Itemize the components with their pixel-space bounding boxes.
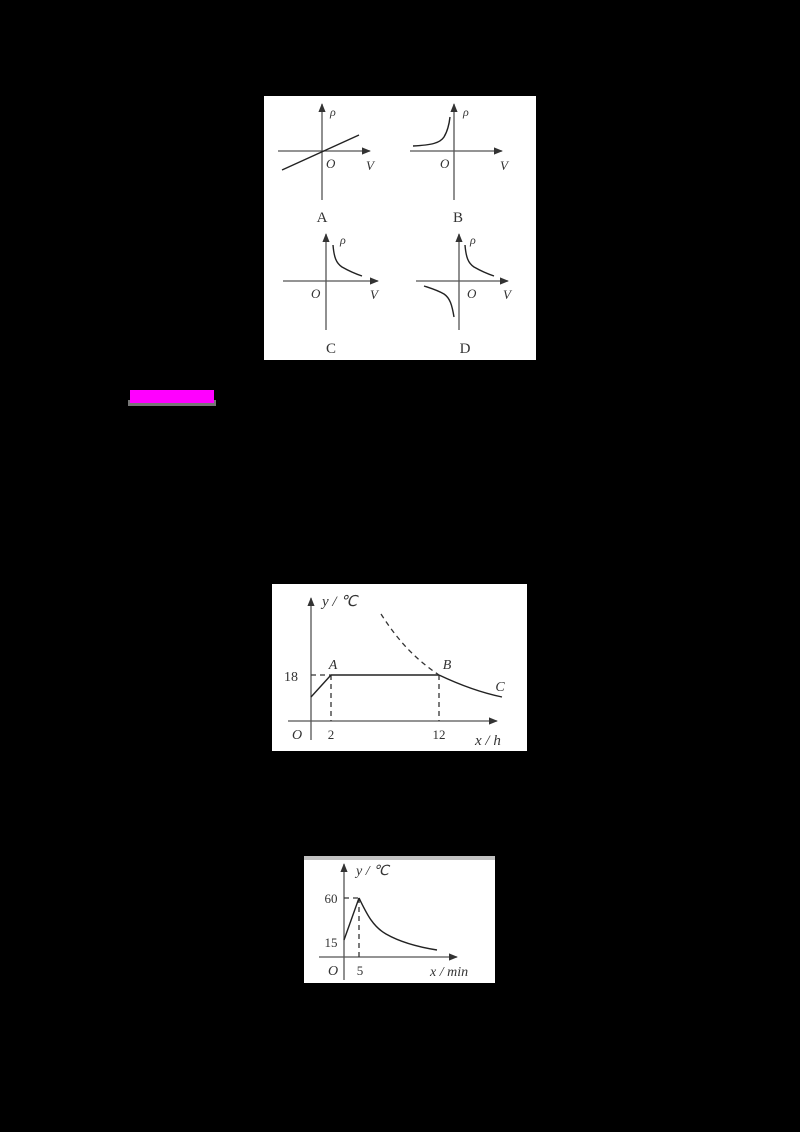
hyperbola-curve-q3	[423, 285, 455, 318]
hyperbola-curve	[412, 116, 451, 147]
option-label: C	[326, 341, 336, 357]
cooling-curve	[358, 897, 438, 951]
graph-option-a: ρ O V A	[278, 103, 376, 226]
v-label: V	[503, 287, 513, 302]
v-label: V	[370, 287, 380, 302]
v-label: V	[366, 158, 376, 173]
heating-segment	[343, 897, 360, 941]
option-label: B	[453, 210, 463, 226]
figure-density-volume-options	[264, 96, 536, 360]
hyperbola-curve-q1	[464, 244, 495, 277]
linear-curve	[281, 134, 360, 171]
x-axis-label: x / h	[474, 733, 501, 749]
y-axis-label: y / ℃	[354, 864, 391, 879]
chart-temperature-hours	[272, 584, 527, 751]
x-axis-label: x / min	[429, 965, 468, 980]
graph-option-b: ρ O V B	[410, 103, 510, 226]
x-tick-2: 2	[328, 727, 335, 742]
option-label: D	[460, 341, 471, 357]
temperature-minutes-chart: y / ℃ 60 15 O 5 x / min	[319, 863, 468, 980]
scan-artifact-strip	[304, 856, 495, 860]
y-tick-15: 15	[325, 935, 338, 950]
rho-label: ρ	[339, 233, 346, 247]
rise-segment	[310, 674, 332, 698]
decay-segment-bc	[438, 674, 503, 698]
y-axis-label: y / ℃	[320, 594, 359, 610]
origin-label: O	[292, 728, 302, 743]
y-tick-18: 18	[284, 670, 298, 685]
x-tick-5: 5	[357, 963, 364, 978]
rho-label: ρ	[462, 105, 469, 119]
origin-label: O	[326, 156, 336, 171]
graph-option-d: ρ O V D	[416, 233, 513, 357]
x-tick-12: 12	[433, 727, 446, 742]
v-label: V	[500, 158, 510, 173]
temperature-hours-chart: y / ℃ 18 O 2 12 x / h A B C	[284, 594, 505, 749]
origin-label: O	[311, 286, 321, 301]
rho-label: ρ	[469, 233, 476, 247]
rho-label: ρ	[329, 105, 336, 119]
point-a-label: A	[328, 658, 338, 673]
origin-label: O	[467, 286, 477, 301]
point-b-label: B	[443, 658, 452, 673]
origin-label: O	[440, 156, 450, 171]
y-tick-60: 60	[325, 891, 338, 906]
hyperbola-curve	[332, 244, 363, 277]
highlight-shadow	[128, 400, 216, 406]
chart-temperature-minutes	[304, 856, 495, 983]
option-label: A	[317, 210, 328, 226]
extended-dashed-curve	[380, 613, 440, 676]
origin-label: O	[328, 964, 338, 979]
graph-option-c: ρ O V C	[283, 233, 380, 357]
point-c-label: C	[495, 680, 505, 695]
highlighted-label	[130, 390, 214, 403]
